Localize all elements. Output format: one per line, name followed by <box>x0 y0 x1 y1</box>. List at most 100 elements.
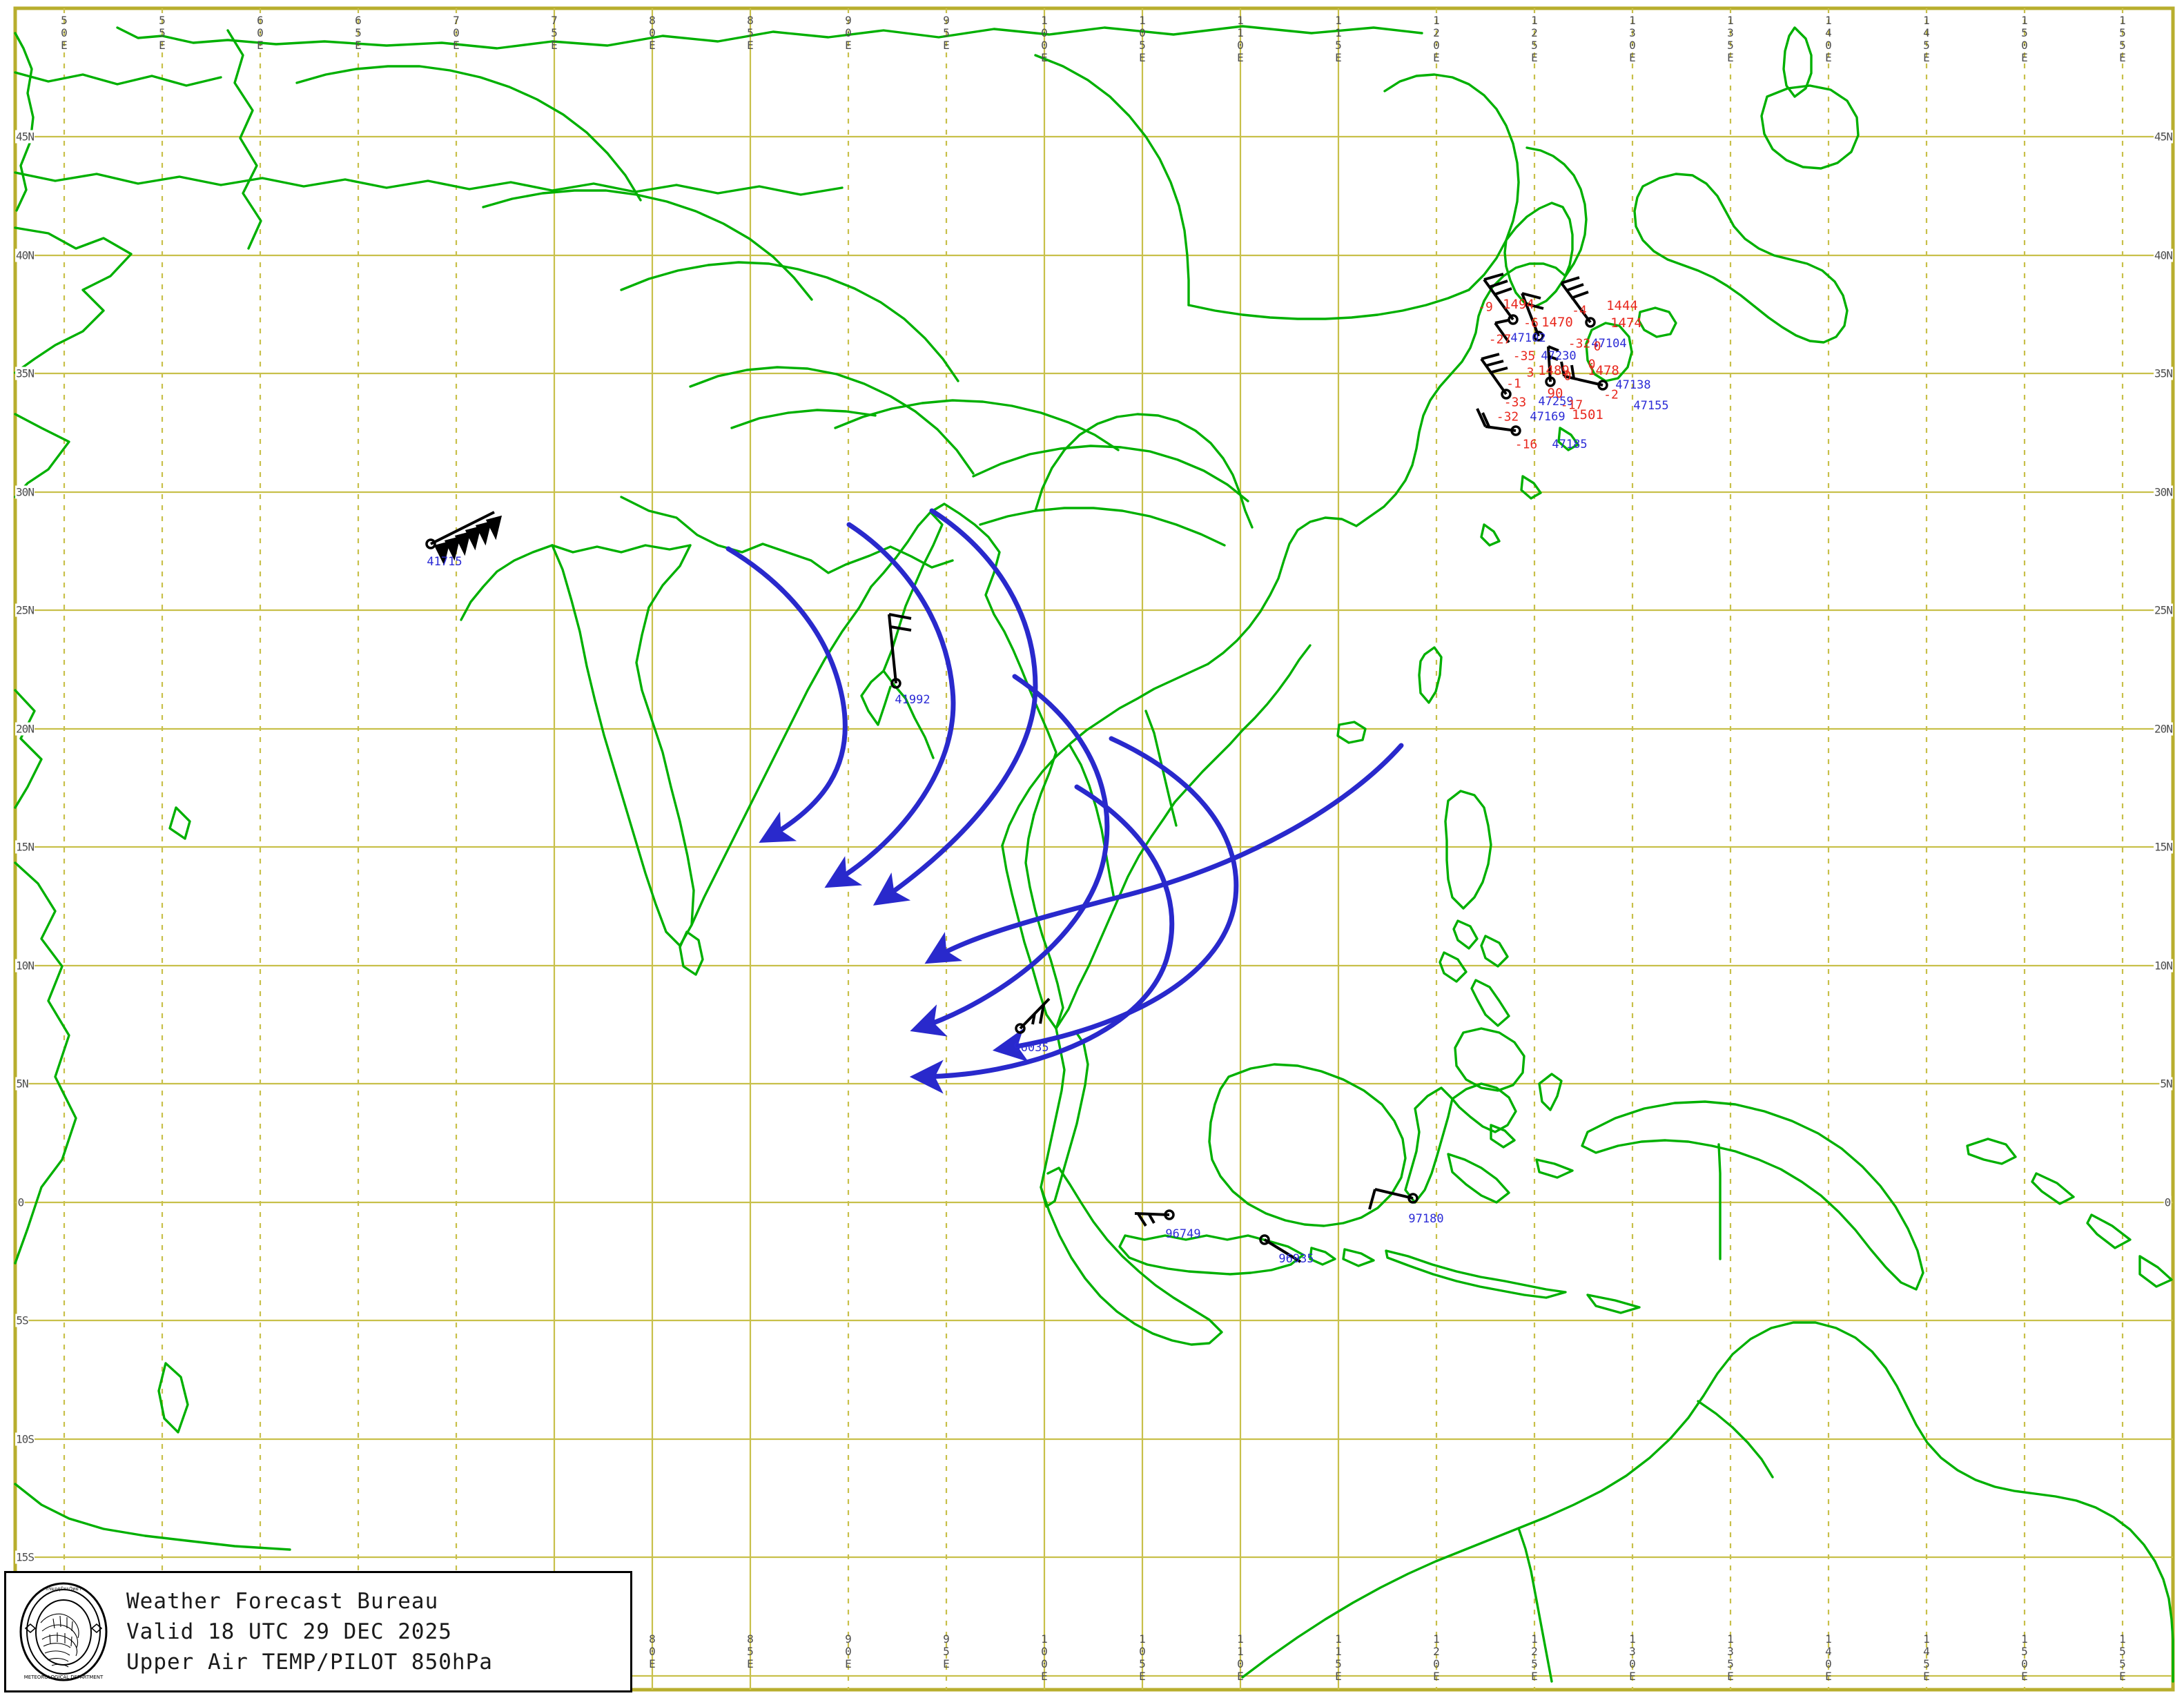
station-temp-left4: -1 <box>1506 376 1521 391</box>
lat-label-left: 10S <box>15 1432 35 1446</box>
lat-label-left: 10N <box>15 959 35 973</box>
lat-label-right: 40N <box>2154 248 2173 262</box>
wind-barb-47122 <box>1521 292 1544 342</box>
graticule-lines <box>15 8 2173 1690</box>
lat-label-left: 40N <box>15 248 35 262</box>
lon-label-bottom: 100E <box>1037 1632 1051 1682</box>
station-temp-47102: -9 <box>1478 300 1493 315</box>
lon-label-top: 95E <box>939 14 953 51</box>
lon-label-top: 145E <box>1920 14 1933 64</box>
lon-label-top: 70E <box>449 14 463 51</box>
station-temp-left5: -32 <box>1496 409 1519 424</box>
station-id-41715: 41715 <box>427 555 462 569</box>
station-id-47169: 47169 <box>1530 410 1566 424</box>
wind-barb-47185 <box>1476 408 1521 436</box>
agency-seal-icon: กรมอุตุนิยมวิทยา METEOROLOGICAL DEPARTME… <box>12 1580 115 1684</box>
station-temp-left2: -35 <box>1512 349 1536 364</box>
lat-label-right: 45N <box>2154 130 2173 144</box>
station-temp-47155: 0 <box>1588 357 1596 372</box>
station-id-97180: 97180 <box>1408 1212 1444 1226</box>
station-height-1474: 1474 <box>1610 315 1642 331</box>
wind-barb-97180 <box>1368 1188 1418 1210</box>
wind-barbs <box>425 273 1608 1263</box>
station-height-47230: 1489 <box>1538 363 1570 378</box>
lon-label-top: 100E <box>1037 14 1051 64</box>
station-id-47102: 47102 <box>1510 331 1546 345</box>
lon-label-bottom: 85E <box>743 1632 757 1670</box>
lat-label-left: 20N <box>15 722 35 736</box>
lon-label-bottom: 105E <box>1135 1632 1149 1682</box>
station-height-47138: 1478 <box>1588 363 1619 378</box>
station-id-41992: 41992 <box>895 693 930 707</box>
lon-label-top: 85E <box>743 14 757 51</box>
lon-label-bottom: 145E <box>1920 1632 1933 1682</box>
lon-label-top: 140E <box>1822 14 1835 64</box>
station-temp-47104: -4 <box>1572 303 1587 318</box>
wind-barb-47138 <box>1560 361 1608 391</box>
station-temp-zero2: 0 <box>1563 369 1572 384</box>
lon-label-top: 155E <box>2116 14 2129 64</box>
station-id-96035: 96035 <box>1013 1041 1049 1055</box>
wind-barb-47104 <box>1560 276 1596 328</box>
lon-label-top: 110E <box>1234 14 1247 64</box>
svg-text:METEOROLOGICAL DEPARTMENT: METEOROLOGICAL DEPARTMENT <box>24 1675 104 1680</box>
station-id-96935: 96935 <box>1278 1252 1314 1266</box>
lon-label-top: 150E <box>2018 14 2031 64</box>
lon-label-top: 120E <box>1430 14 1443 64</box>
legend-level: Upper Air TEMP/PILOT 850hPa <box>126 1650 493 1675</box>
streamline-6 <box>992 736 1239 1062</box>
legend-valid-time: Valid 18 UTC 29 DEC 2025 <box>126 1619 452 1644</box>
station-height-47259: 1501 <box>1572 407 1603 422</box>
station-id-47138: 47138 <box>1615 378 1651 392</box>
station-height-1490: 90 <box>1547 386 1563 401</box>
lon-label-bottom: 80E <box>645 1632 659 1670</box>
lon-label-top: 135E <box>1724 14 1737 64</box>
lat-label-left: 5S <box>15 1314 29 1327</box>
station-id-96749: 96749 <box>1165 1227 1201 1241</box>
lon-label-bottom: 110E <box>1234 1632 1247 1682</box>
streamline-7 <box>924 743 1404 964</box>
legend-box: กรมอุตุนิยมวิทยา METEOROLOGICAL DEPARTME… <box>4 1571 632 1692</box>
lon-label-top: 60E <box>253 14 267 51</box>
wind-barb-47259 <box>1480 353 1512 400</box>
svg-text:กรมอุตุนิยมวิทยา: กรมอุตุนิยมวิทยา <box>46 1586 81 1592</box>
lon-label-top: 130E <box>1626 14 1639 64</box>
lon-label-top: 50E <box>57 14 71 51</box>
station-id-47230: 47230 <box>1541 349 1577 363</box>
lat-label-left: 30N <box>15 485 35 499</box>
streamline-1 <box>725 546 848 843</box>
streamline-5 <box>909 784 1175 1094</box>
lon-label-top: 80E <box>645 14 659 51</box>
station-id-47185: 47185 <box>1552 438 1588 451</box>
wind-barb-96749 <box>1134 1209 1175 1227</box>
lat-label-right: 20N <box>2154 722 2173 736</box>
lon-label-top: 75E <box>547 14 561 51</box>
station-height-47102: 1494 <box>1503 297 1534 312</box>
wind-barb-extra-1 <box>1494 319 1510 344</box>
lon-label-top: 55E <box>155 14 169 51</box>
lat-label-left: 45N <box>15 130 35 144</box>
station-temp-47259: -33 <box>1503 395 1527 410</box>
lat-label-left: 5N <box>15 1077 29 1091</box>
lon-label-top: 65E <box>351 14 365 51</box>
lon-label-top: 115E <box>1332 14 1345 64</box>
lat-label-left: 15S <box>15 1550 35 1564</box>
lat-label-right: 15N <box>2154 840 2173 854</box>
streamline-4 <box>910 674 1110 1037</box>
lat-label-left: 15N <box>15 840 35 854</box>
lon-label-top: 125E <box>1528 14 1541 64</box>
station-temp-47230: -32 <box>1568 336 1591 351</box>
station-temp-left1: -27 <box>1488 332 1512 347</box>
lat-label-right: 30N <box>2154 485 2173 499</box>
lon-label-bottom: 150E <box>2018 1632 2031 1682</box>
lon-label-bottom: 125E <box>1528 1632 1541 1682</box>
streamline-2 <box>824 522 956 888</box>
lon-label-top: 90E <box>841 14 855 51</box>
station-temp-47169: -17 <box>1560 398 1583 413</box>
station-temp-left3: 3 <box>1526 365 1534 380</box>
lat-label-right: 35N <box>2154 367 2173 380</box>
station-height-47104: 1444 <box>1606 298 1638 313</box>
station-id-47104: 47104 <box>1591 337 1627 351</box>
